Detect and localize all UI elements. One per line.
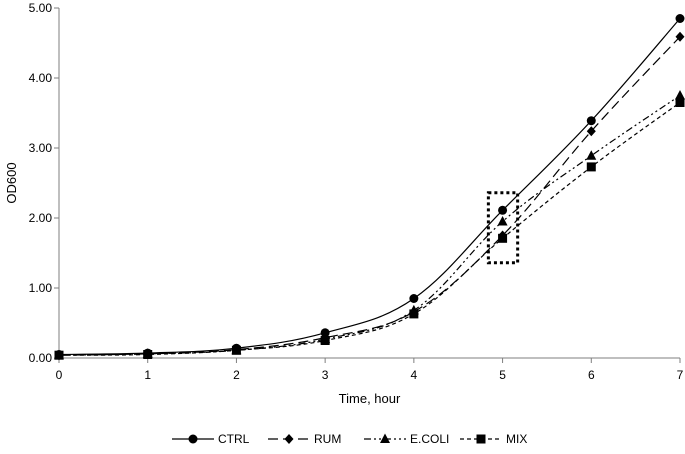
y-tick-label: 0.00 xyxy=(29,351,53,365)
series-line-rum xyxy=(58,36,681,356)
x-tick-label: 1 xyxy=(144,368,151,382)
dotted-highlight-box xyxy=(486,191,520,265)
data-point-mix xyxy=(231,345,241,355)
series-line-mix xyxy=(58,102,681,356)
data-point-mix xyxy=(143,350,153,359)
legend-item-mix: MIX xyxy=(460,432,527,446)
data-point-ctrl xyxy=(498,205,508,215)
data-point-e-coli xyxy=(675,90,685,100)
x-tick-label: 3 xyxy=(322,368,329,382)
data-point-mix xyxy=(586,162,596,172)
data-point-mix xyxy=(675,98,685,107)
y-tick-label: 2.00 xyxy=(29,211,53,225)
x-tick-label: 5 xyxy=(499,368,506,382)
data-point-ctrl xyxy=(675,14,685,23)
data-point-mix xyxy=(54,350,64,360)
data-point-ctrl xyxy=(409,294,419,303)
x-tick-label: 0 xyxy=(56,368,63,382)
data-point-rum xyxy=(675,31,685,42)
legend-item-ctrl: CTRL xyxy=(172,432,250,446)
legend-marker-ctrl xyxy=(188,434,198,444)
x-tick-label: 6 xyxy=(588,368,595,382)
data-point-mix xyxy=(409,309,419,319)
series-mix xyxy=(54,98,685,360)
y-tick-label: 4.00 xyxy=(29,71,53,85)
data-point-ctrl xyxy=(586,116,596,126)
legend-label-rum: RUM xyxy=(314,432,341,446)
legend-item-rum: RUM xyxy=(268,432,341,446)
legend-label-e-coli: E.COLI xyxy=(410,432,449,446)
legend: CTRL RUM E.COLI MIX xyxy=(172,432,527,446)
series-layer xyxy=(54,14,685,361)
legend-label-mix: MIX xyxy=(506,432,527,446)
x-tick-label: 2 xyxy=(233,368,240,382)
legend-marker-mix xyxy=(476,434,486,444)
legend-item-e-coli: E.COLI xyxy=(364,432,449,446)
axes: 0.00 1.00 2.00 3.00 4.00 5.00 0 1 2 3 4 5 6 7 xyxy=(29,1,684,382)
data-point-e-coli xyxy=(497,216,508,226)
legend-label-ctrl: CTRL xyxy=(218,432,250,446)
series-ctrl xyxy=(54,14,685,359)
x-tick-label: 4 xyxy=(411,368,418,382)
data-point-e-coli xyxy=(586,150,597,160)
x-axis-title: Time, hour xyxy=(339,391,401,406)
data-point-rum xyxy=(586,126,596,137)
data-point-mix xyxy=(320,336,330,345)
legend-marker-e-coli xyxy=(380,433,390,443)
x-tick-label: 7 xyxy=(677,368,684,382)
series-rum xyxy=(54,31,685,361)
series-line-ctrl xyxy=(58,18,681,356)
y-axis-title: OD600 xyxy=(4,162,19,203)
annotation-layer xyxy=(486,191,520,265)
legend-marker-rum xyxy=(284,434,294,444)
series-line-e-coli xyxy=(58,95,681,356)
y-tick-label: 1.00 xyxy=(29,281,53,295)
data-point-mix xyxy=(498,233,508,243)
y-tick-label: 5.00 xyxy=(29,1,53,15)
y-tick-label: 3.00 xyxy=(29,141,53,155)
